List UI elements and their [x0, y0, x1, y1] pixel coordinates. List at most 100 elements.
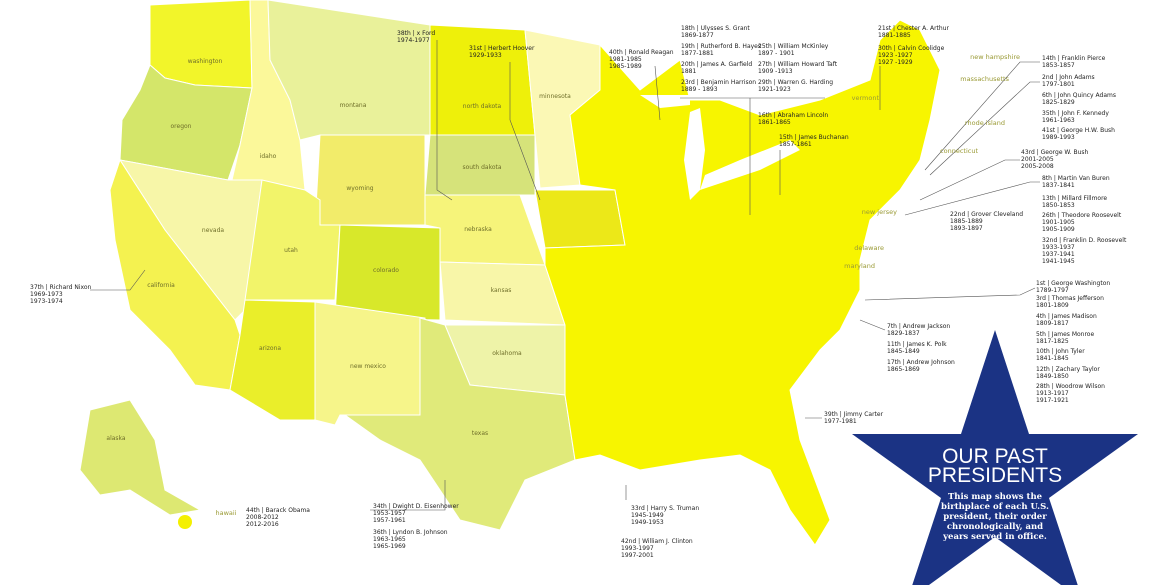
- president-term: 1941-1945: [1042, 258, 1075, 265]
- state-label: wyoming: [346, 185, 373, 192]
- state-label: connecticut: [940, 147, 978, 155]
- president-label: 31st | Herbert Hoover 1929-1933: [469, 45, 535, 59]
- president-label: 36th | Lyndon B. Johnson 1963-1965 1965-19…: [373, 529, 448, 550]
- president-term: 2012-2016: [246, 521, 279, 528]
- president-name: 5th | James Monroe: [1036, 331, 1094, 338]
- state-label: new hampshire: [970, 53, 1020, 61]
- president-term: 2008-2012: [246, 514, 279, 521]
- president-term: 1923 -1927: [878, 52, 913, 59]
- state-label: maryland: [844, 262, 875, 270]
- president-term: 1881-1885: [878, 32, 911, 39]
- president-label: 40th | Ronald Reagan 1981-1985 1985-1989: [609, 49, 674, 70]
- state-label: rhode island: [965, 119, 1005, 127]
- state-label: south dakota: [462, 164, 501, 171]
- president-label: 33rd | Harry S. Truman 1945-1949 1949-1953: [631, 505, 699, 526]
- president-term: 1877-1881: [681, 50, 714, 57]
- president-name: 25th | William McKinley: [758, 43, 829, 50]
- president-label: 20th | James A. Garfield 1881: [681, 61, 752, 75]
- president-name: 40th | Ronald Reagan: [609, 49, 674, 56]
- president-term: 1985-1989: [609, 63, 642, 70]
- president-term: 1961-1963: [1042, 117, 1075, 124]
- leader-line: [370, 480, 627, 511]
- president-term: 1977-1981: [824, 418, 857, 425]
- president-term: 1853-1857: [1042, 62, 1075, 69]
- president-label: 19th | Rutherford B. Hayes 1877-1881: [681, 43, 761, 57]
- state-label: california: [147, 282, 175, 289]
- president-name: 8th | Martin Van Buren: [1042, 175, 1110, 182]
- state-label: delaware: [854, 244, 884, 252]
- state-label: montana: [340, 102, 367, 109]
- state-shape: [424, 134, 536, 196]
- president-label: 38th | x Ford 1974-1977: [397, 30, 435, 44]
- state-label: alaska: [106, 435, 126, 442]
- state-label: utah: [284, 247, 298, 254]
- state-label: arizona: [259, 345, 281, 352]
- president-name: 10th | John Tyler: [1036, 348, 1085, 355]
- president-label: 34th | Dwight D. Eisenhower 1953-1957 1957…: [373, 503, 459, 524]
- president-label: 42nd | William J. Clinton 1993-1997 1997-2…: [621, 538, 693, 559]
- state-shape: [79, 399, 202, 516]
- leader-line: [436, 40, 453, 201]
- president-term: 1801-1809: [1036, 302, 1069, 309]
- president-term: 1857-1861: [779, 141, 812, 148]
- president-term: 1969-1973: [30, 291, 63, 298]
- leader-line: [919, 61, 1040, 201]
- president-name: 28th | Woodrow Wilson: [1036, 383, 1105, 390]
- president-name: 33rd | Harry S. Truman: [631, 505, 699, 512]
- president-term: 1989-1993: [1042, 134, 1075, 141]
- president-label: 18th | Ulysses S. Grant 1869-1877: [681, 25, 750, 39]
- president-label: 29th | Warren G. Harding 1921-1923: [758, 79, 833, 93]
- president-name: 31st | Herbert Hoover: [469, 45, 535, 52]
- president-term: 1889 - 1893: [681, 86, 718, 93]
- star: [852, 330, 1138, 585]
- president-name: 21st | Chester A. Arthur: [878, 25, 950, 32]
- president-term: 1905-1909: [1042, 226, 1075, 233]
- state-label: idaho: [260, 153, 277, 160]
- state-shape: [343, 317, 576, 531]
- leader-line: [680, 97, 825, 215]
- lake: [640, 95, 800, 200]
- state-shape: [149, 0, 253, 89]
- president-term: 1929-1933: [469, 52, 502, 59]
- president-label: 39th | Jimmy Carter 1977-1981: [824, 411, 884, 425]
- president-label: 14th | Franklin Pierce 1853-1857: [1042, 55, 1106, 69]
- president-label: 41st | George H.W. Bush 1989-1993: [1042, 127, 1115, 141]
- president-name: 6th | John Quincy Adams: [1042, 92, 1116, 99]
- state-label: massachusetts: [960, 75, 1009, 83]
- president-name: 2nd | John Adams: [1042, 74, 1095, 81]
- president-term: 1933-1937: [1042, 244, 1075, 251]
- president-term: 1993-1997: [621, 545, 654, 552]
- state-shape: [534, 189, 626, 249]
- president-term: 1837-1841: [1042, 182, 1075, 189]
- president-name: 14th | Franklin Pierce: [1042, 55, 1106, 62]
- president-term: 1927 -1929: [878, 59, 913, 66]
- president-label: 5th | James Monroe 1817-1825: [1036, 331, 1094, 345]
- president-term: 1841-1845: [1036, 355, 1069, 362]
- president-term: 1850-1853: [1042, 202, 1075, 209]
- president-label: 30th | Calvin Coolidge 1923 -1927 1927 -19…: [878, 45, 945, 66]
- states: [79, 0, 941, 546]
- president-label: 11th | James K. Polk 1845-1849: [887, 341, 947, 355]
- president-name: 30th | Calvin Coolidge: [878, 45, 945, 52]
- president-name: 32nd | Franklin D. Roosevelt: [1042, 237, 1127, 244]
- president-name: 41st | George H.W. Bush: [1042, 127, 1115, 134]
- state-label: oregon: [171, 123, 192, 130]
- president-term: 1897 - 1901: [758, 50, 795, 57]
- president-term: 1829-1837: [887, 330, 920, 337]
- president-label: 1st | George Washington 1789-1797: [1036, 280, 1110, 294]
- president-term: 1953-1957: [373, 510, 406, 517]
- president-label: 13th | Millard Fillmore 1850-1853: [1042, 195, 1107, 209]
- state-label: nebraska: [464, 226, 492, 233]
- title: OUR PAST PRESIDENTS: [927, 445, 1063, 487]
- president-label: 32nd | Franklin D. Roosevelt 1933-1937 193…: [1042, 237, 1127, 265]
- president-term: 1845-1849: [887, 348, 920, 355]
- state-label: nevada: [202, 227, 225, 234]
- state-label: texas: [472, 430, 488, 437]
- president-name: 36th | Lyndon B. Johnson: [373, 529, 448, 536]
- president-term: 1997-2001: [621, 552, 654, 559]
- president-term: 1881: [681, 68, 696, 75]
- president-name: 16th | Abraham Lincoln: [758, 112, 828, 119]
- state-label: new mexico: [350, 363, 386, 370]
